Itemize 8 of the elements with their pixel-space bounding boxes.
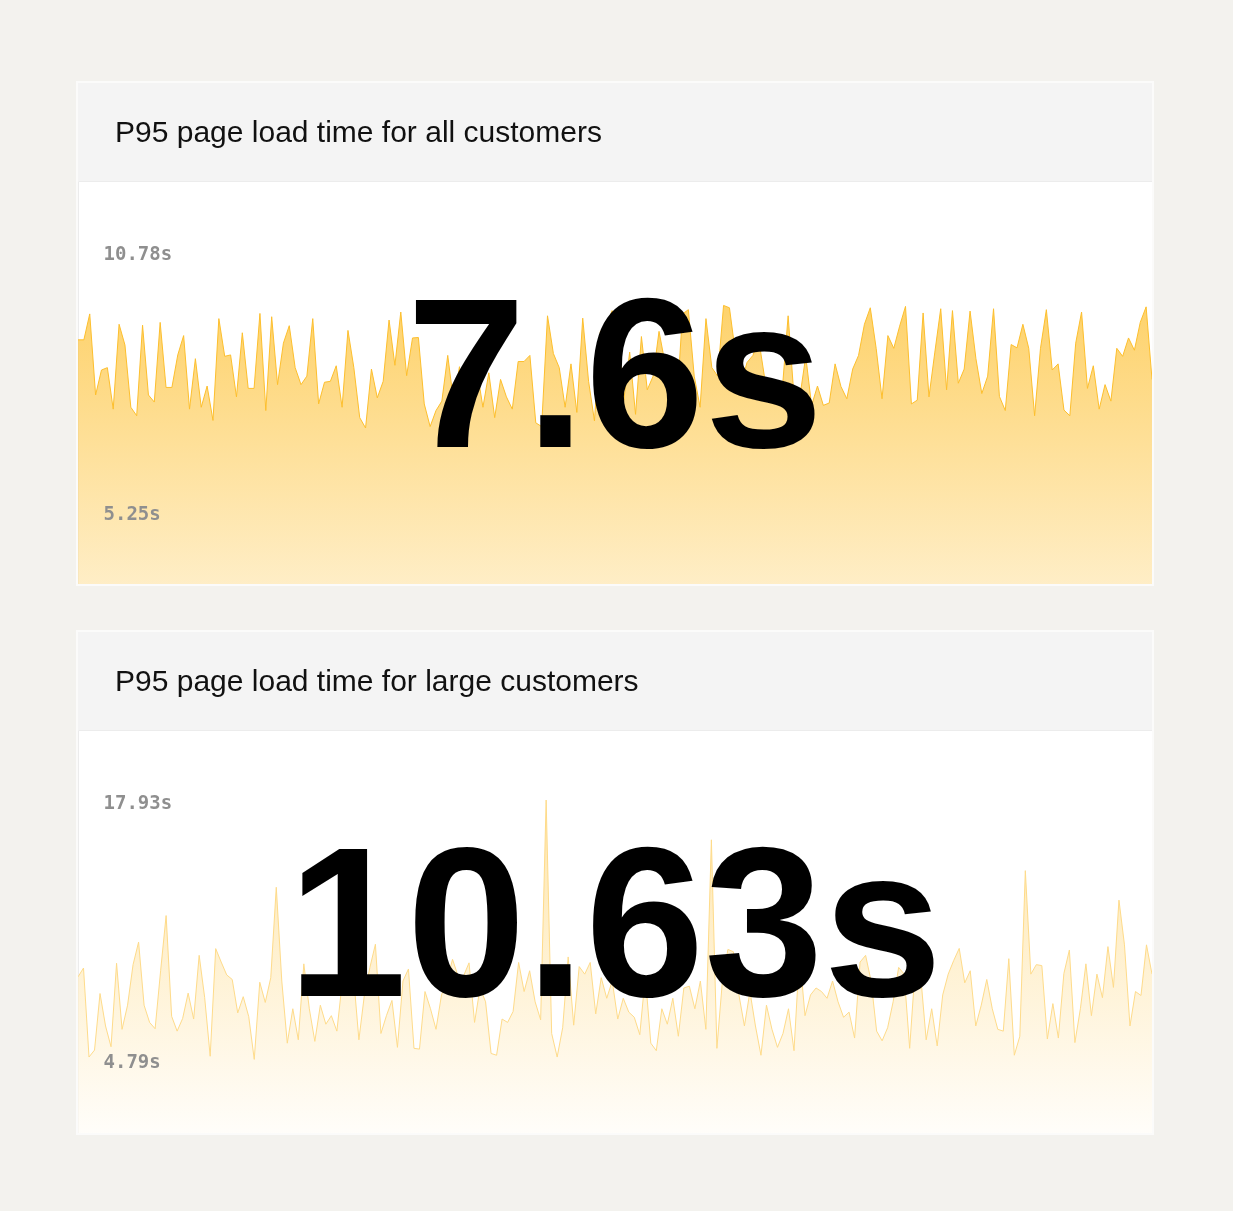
- chart-title: P95 page load time for all customers: [78, 83, 1152, 181]
- y-tick-label: 5.25s: [103, 502, 161, 525]
- chart-title: P95 page load time for large customers: [78, 632, 1152, 730]
- y-tick-label: 10.78s: [103, 241, 173, 264]
- annotation: 10.63s: [287, 801, 943, 1041]
- annotation: 7.6s: [406, 252, 824, 492]
- y-tick-label: 17.93s: [103, 790, 173, 813]
- y-tick-label: 4.79s: [103, 1050, 161, 1073]
